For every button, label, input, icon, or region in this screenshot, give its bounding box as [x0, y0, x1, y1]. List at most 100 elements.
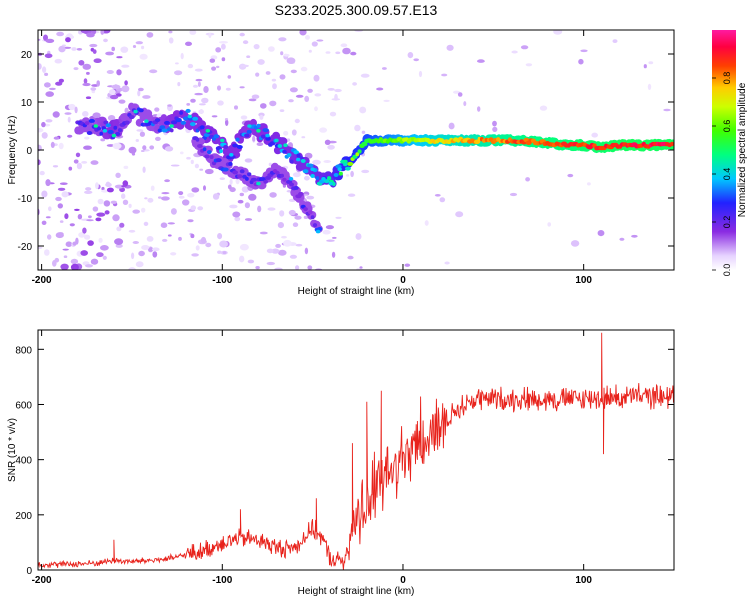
spectral-speckle	[76, 162, 82, 170]
snr-layer	[38, 332, 674, 570]
spectral-speckle	[329, 111, 337, 117]
spectral-speckle	[131, 152, 136, 156]
colorbar-ticks: 0.0 0.2 0.4 0.6 0.8	[712, 72, 732, 276]
spectral-speckle	[38, 159, 41, 166]
spectral-speckle	[247, 259, 255, 264]
spectral-speckle	[279, 109, 285, 112]
spectral-speckle	[49, 87, 56, 91]
spectral-speckle	[161, 196, 170, 201]
secondary-core	[289, 182, 294, 187]
secondary-core	[239, 169, 245, 174]
spectral-speckle	[108, 89, 116, 95]
ridge-highlight	[288, 177, 294, 181]
spectral-speckle	[257, 205, 262, 213]
spectral-speckle	[269, 100, 277, 107]
ridge-core	[115, 131, 121, 136]
spectral-speckle	[107, 115, 116, 121]
spectral-speckle	[244, 158, 253, 163]
ridge-highlight	[102, 129, 108, 133]
spectral-speckle	[331, 251, 336, 258]
ridge-core	[84, 121, 90, 126]
spectral-speckle	[305, 35, 310, 40]
spectral-speckle	[118, 99, 126, 104]
spectral-speckle	[100, 30, 105, 35]
spectral-speckle	[180, 151, 184, 155]
spectral-speckle	[291, 129, 297, 136]
spectral-speckle	[334, 93, 338, 101]
spectral-speckle	[383, 99, 390, 102]
secondary-core	[207, 150, 212, 155]
secondary-core	[228, 161, 233, 166]
spectrogram-layer	[38, 30, 674, 270]
spectral-speckle	[82, 63, 92, 70]
spectral-speckle	[647, 83, 652, 90]
spectral-speckle	[221, 43, 226, 50]
spectral-speckle	[279, 74, 286, 80]
spectral-speckle	[553, 30, 563, 35]
spectral-speckle	[248, 98, 257, 102]
x-tick-label: 0	[400, 275, 406, 286]
spectral-speckle	[257, 59, 265, 65]
spectral-speckle	[111, 84, 121, 90]
spectral-speckle	[116, 56, 123, 59]
spectral-speckle	[73, 67, 79, 71]
spectral-speckle	[114, 184, 124, 189]
spectral-speckle	[41, 132, 48, 139]
spectral-speckle	[203, 185, 206, 191]
spectral-speckle	[74, 106, 78, 114]
spectral-speckle	[178, 191, 184, 196]
spectral-speckle	[121, 193, 126, 199]
spectral-speckle	[148, 247, 154, 252]
spectral-speckle	[65, 241, 73, 247]
spectral-speckle	[146, 236, 154, 242]
spectral-speckle	[115, 244, 123, 248]
spectral-speckle	[158, 196, 162, 199]
spectral-speckle	[105, 51, 114, 56]
spectral-speckle	[167, 222, 175, 225]
spectral-speckle	[89, 43, 98, 48]
ridge-highlight	[256, 129, 261, 133]
ridge-core	[219, 149, 223, 154]
spectral-speckle	[229, 178, 233, 185]
spectral-speckle	[194, 92, 203, 96]
ridge-highlight	[283, 143, 288, 147]
spectrogram-y-axis-label: Frequency (Hz)	[7, 116, 18, 185]
spectral-speckle	[44, 82, 51, 88]
spectral-speckle	[100, 245, 109, 251]
spectral-speckle	[539, 105, 548, 111]
spectral-speckle	[205, 242, 212, 248]
y-tick-label: 0	[26, 146, 32, 157]
spectral-speckle	[61, 191, 69, 198]
spectral-speckle	[361, 130, 366, 134]
spectral-speckle	[72, 241, 77, 246]
spectral-speckle	[180, 52, 184, 60]
spectral-speckle	[92, 206, 99, 212]
ridge-core	[260, 134, 266, 139]
spectral-speckle	[138, 250, 145, 257]
spectral-speckle	[591, 132, 598, 138]
spectral-speckle	[210, 55, 218, 60]
spectral-speckle	[525, 63, 533, 67]
ridge-core	[361, 141, 368, 147]
spectral-speckle	[277, 222, 284, 229]
spectrogram-y-ticks: -20 -10 0 10 20	[18, 50, 674, 253]
ridge-core	[215, 146, 222, 151]
spectral-speckle	[58, 45, 66, 53]
spectral-speckle	[221, 57, 226, 62]
spectral-speckle	[463, 101, 467, 107]
spectral-speckle	[547, 222, 551, 227]
spectral-speckle	[104, 210, 110, 215]
spectral-speckle	[229, 204, 238, 209]
spectral-speckle	[114, 238, 124, 246]
ridge-core	[180, 120, 187, 125]
secondary-core	[202, 147, 207, 152]
spectral-speckle	[248, 193, 257, 201]
spectral-speckle	[106, 144, 115, 147]
spectral-speckle	[382, 67, 387, 70]
spectral-speckle	[244, 202, 250, 209]
spectral-speckle	[77, 214, 83, 220]
spectral-speckle	[93, 58, 102, 63]
spectral-speckle	[195, 245, 200, 251]
ridge-core	[327, 176, 332, 181]
spectral-speckle	[570, 240, 580, 247]
